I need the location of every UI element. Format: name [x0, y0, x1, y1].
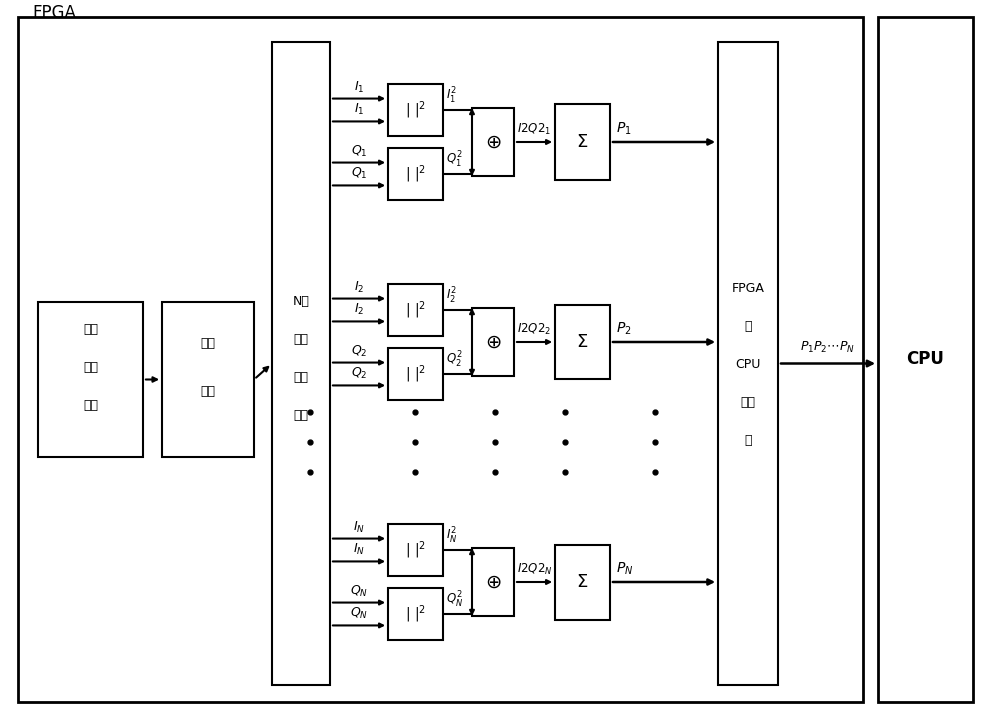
Bar — [272, 42, 330, 685]
Text: $|\ |^2$: $|\ |^2$ — [405, 163, 426, 185]
Text: $P_{2}$: $P_{2}$ — [616, 321, 632, 337]
Text: 与: 与 — [744, 320, 752, 333]
Text: $I2Q2_{1}$: $I2Q2_{1}$ — [517, 122, 552, 137]
Text: $|\ |^2$: $|\ |^2$ — [405, 300, 426, 321]
Text: $P_1P_2\cdots P_N$: $P_1P_2\cdots P_N$ — [800, 340, 856, 356]
Bar — [388, 284, 443, 336]
Bar — [388, 148, 443, 200]
Text: $I^2_{N}$: $I^2_{N}$ — [446, 526, 457, 546]
Bar — [878, 17, 973, 702]
Text: $Q_{N}$: $Q_{N}$ — [350, 606, 368, 622]
Text: $P_{1}$: $P_{1}$ — [616, 121, 632, 137]
Bar — [472, 108, 514, 176]
Text: 相干: 相干 — [294, 333, 308, 346]
Text: 导航: 导航 — [83, 324, 98, 337]
Text: $|\ |^2$: $|\ |^2$ — [405, 99, 426, 121]
Text: FPGA: FPGA — [732, 282, 764, 295]
Bar — [555, 305, 610, 379]
Text: N路: N路 — [293, 295, 309, 308]
Text: 间接: 间接 — [740, 396, 756, 409]
Bar — [472, 548, 514, 616]
Text: $I^2_{2}$: $I^2_{2}$ — [446, 286, 457, 306]
Text: $|\ |^2$: $|\ |^2$ — [405, 364, 426, 385]
Text: $I2Q2_{2}$: $I2Q2_{2}$ — [517, 322, 552, 337]
Text: $I2Q2_{N}$: $I2Q2_{N}$ — [517, 562, 552, 577]
Text: 结果: 结果 — [294, 409, 308, 422]
Text: $Q_{2}$: $Q_{2}$ — [351, 366, 367, 382]
Bar — [388, 588, 443, 640]
Text: $P_{N}$: $P_{N}$ — [616, 561, 633, 577]
Text: $\oplus$: $\oplus$ — [485, 132, 501, 151]
Text: $\Sigma$: $\Sigma$ — [576, 133, 589, 151]
Text: $\Sigma$: $\Sigma$ — [576, 333, 589, 351]
Text: $I_{2}$: $I_{2}$ — [354, 302, 364, 318]
Bar — [718, 42, 778, 685]
Text: CPU: CPU — [735, 358, 761, 371]
Text: $|\ |^2$: $|\ |^2$ — [405, 539, 426, 561]
Text: $Q^2_{1}$: $Q^2_{1}$ — [446, 150, 463, 170]
Bar — [472, 308, 514, 376]
Bar — [388, 84, 443, 136]
Text: 相关: 相关 — [200, 385, 216, 398]
Text: $Q_{1}$: $Q_{1}$ — [351, 143, 367, 158]
Bar — [555, 105, 610, 180]
Text: $Q^2_{N}$: $Q^2_{N}$ — [446, 590, 463, 610]
Text: FPGA: FPGA — [32, 4, 76, 22]
Text: $I_{N}$: $I_{N}$ — [353, 542, 365, 558]
Text: 口: 口 — [744, 434, 752, 447]
Bar — [38, 302, 143, 457]
Text: $\oplus$: $\oplus$ — [485, 572, 501, 592]
Bar — [388, 348, 443, 400]
Text: $\Sigma$: $\Sigma$ — [576, 573, 589, 591]
Text: $I_{1}$: $I_{1}$ — [354, 103, 364, 118]
Text: $Q^2_{2}$: $Q^2_{2}$ — [446, 350, 463, 370]
Text: $Q_{2}$: $Q_{2}$ — [351, 343, 367, 358]
Text: $I_{N}$: $I_{N}$ — [353, 520, 365, 534]
Bar — [162, 302, 254, 457]
Text: $Q_{1}$: $Q_{1}$ — [351, 166, 367, 182]
Bar — [388, 524, 443, 576]
Text: $I_{2}$: $I_{2}$ — [354, 279, 364, 294]
Text: $I^2_{1}$: $I^2_{1}$ — [446, 86, 457, 106]
Text: 信号: 信号 — [200, 337, 216, 350]
Bar — [555, 545, 610, 619]
Text: 处理: 处理 — [83, 400, 98, 412]
Text: $\oplus$: $\oplus$ — [485, 332, 501, 351]
Text: 积分: 积分 — [294, 371, 308, 384]
Bar — [18, 17, 863, 702]
Text: $I_{1}$: $I_{1}$ — [354, 79, 364, 95]
Text: $|\ |^2$: $|\ |^2$ — [405, 603, 426, 624]
Text: $Q_{N}$: $Q_{N}$ — [350, 584, 368, 598]
Text: CPU: CPU — [907, 350, 944, 368]
Text: 信号: 信号 — [83, 361, 98, 374]
